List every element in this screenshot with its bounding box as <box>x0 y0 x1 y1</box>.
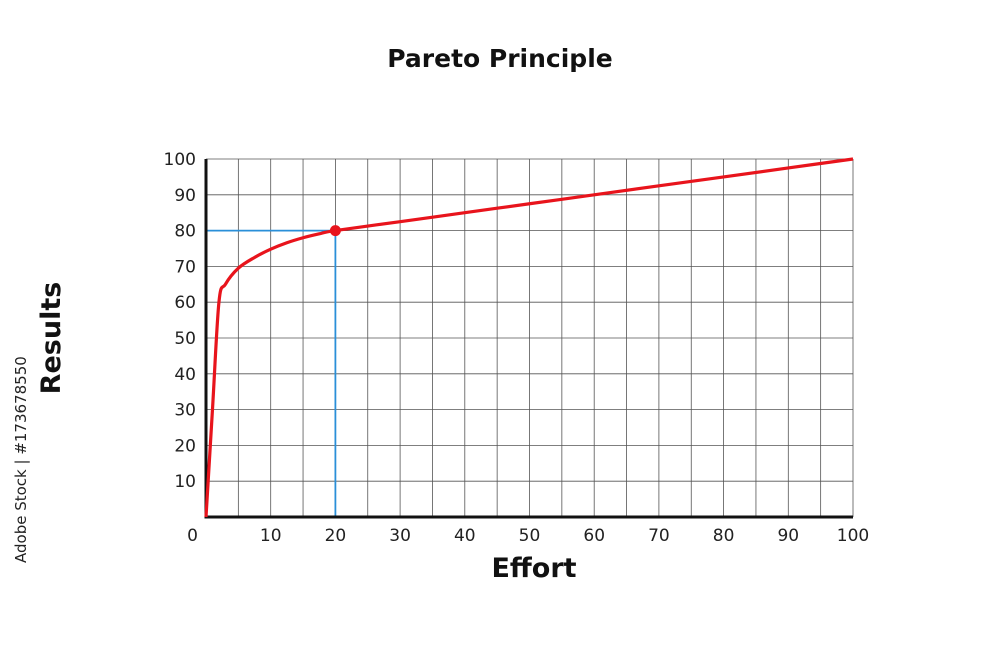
y-tick-label: 40 <box>174 365 196 385</box>
x-tick-label: 40 <box>454 526 476 546</box>
x-tick-label: 50 <box>519 526 541 546</box>
x-tick-label: 100 <box>837 526 869 546</box>
y-tick-label: 60 <box>174 293 196 313</box>
grid-lines <box>206 158 854 517</box>
y-tick-label: 100 <box>164 150 196 170</box>
y-axis-label: Results <box>36 281 67 395</box>
chart-title: Pareto Principle <box>387 44 613 73</box>
y-tick-labels: 10 20 30 40 50 60 70 80 90 100 <box>164 150 196 492</box>
x-tick-label: 60 <box>583 526 605 546</box>
x-tick-label: 70 <box>648 526 670 546</box>
x-axis-label: Effort <box>491 553 577 584</box>
y-tick-label: 70 <box>174 257 196 277</box>
y-tick-label: 30 <box>174 401 196 421</box>
x-tick-label: 0 <box>187 526 198 546</box>
x-tick-label: 80 <box>713 526 735 546</box>
x-tick-label: 20 <box>325 526 347 546</box>
x-tick-labels: 0 10 20 30 40 50 60 70 80 90 100 <box>187 526 869 546</box>
y-tick-label: 90 <box>174 186 196 206</box>
x-tick-label: 30 <box>389 526 411 546</box>
y-tick-label: 50 <box>174 329 196 349</box>
axes <box>204 159 853 519</box>
y-tick-label: 20 <box>174 436 196 456</box>
x-tick-label: 90 <box>777 526 799 546</box>
series-line <box>204 157 854 518</box>
watermark-text: Adobe Stock | #173678550 <box>12 356 30 563</box>
x-tick-label: 10 <box>260 526 282 546</box>
guide-lines <box>206 229 337 517</box>
series-layer <box>204 157 854 518</box>
y-tick-label: 80 <box>174 222 196 242</box>
highlight-point <box>329 225 341 237</box>
y-tick-label: 10 <box>174 472 196 492</box>
